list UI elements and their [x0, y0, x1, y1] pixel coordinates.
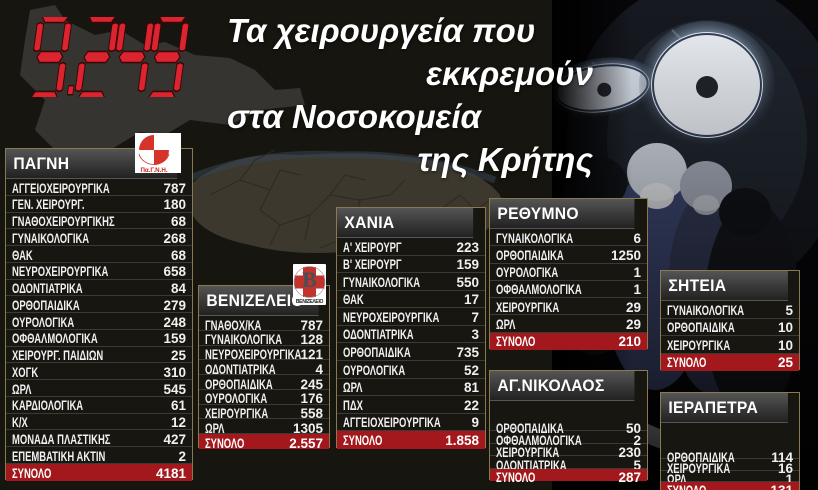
svg-text:Πα.Γ.Ν.Η.: Πα.Γ.Ν.Η. [140, 167, 167, 173]
svg-text:ΒΕΝΙΖΕΛΕΙΟ: ΒΕΝΙΖΕΛΕΙΟ [296, 299, 324, 305]
svg-text:B: B [302, 267, 317, 292]
